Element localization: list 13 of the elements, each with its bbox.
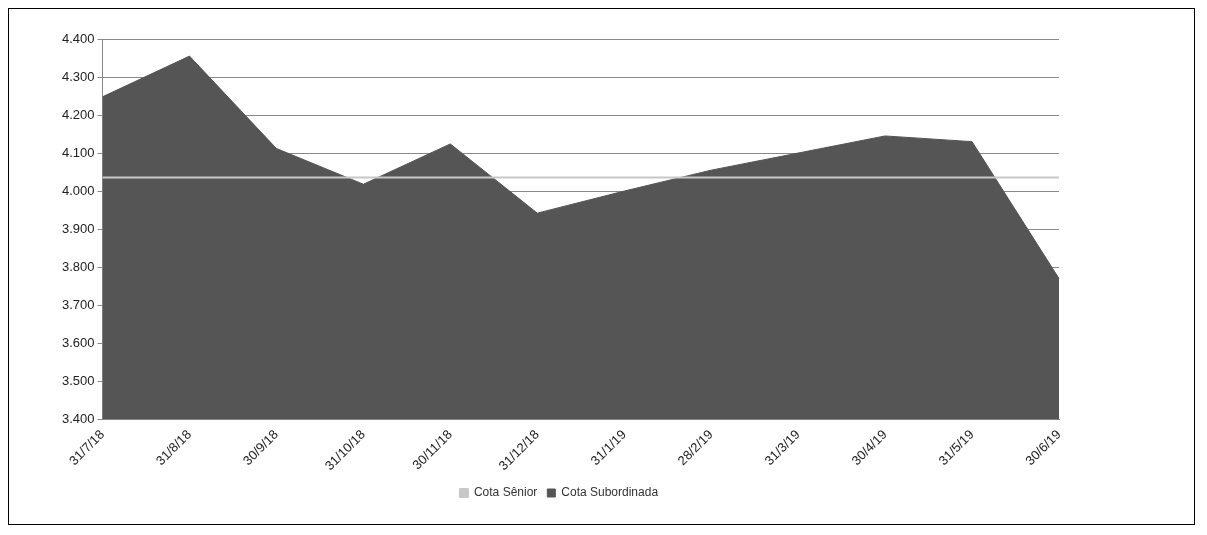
y-tick-label: 3.600 xyxy=(61,334,95,350)
legend-label: Cota Subordinada xyxy=(561,485,659,500)
y-tick-label: 4.200 xyxy=(61,106,95,122)
y-tick-label: 4.300 xyxy=(61,68,95,84)
legend-label: Cota Sênior xyxy=(473,485,538,500)
y-tick-label: 3.700 xyxy=(61,296,95,312)
y-tick-label: 3.500 xyxy=(61,372,95,388)
y-tick-label: 3.900 xyxy=(61,220,95,236)
y-tick-label: 3.400 xyxy=(61,410,95,426)
y-tick-label: 4.000 xyxy=(61,182,95,198)
y-tick-label: 4.100 xyxy=(61,144,95,160)
y-tick-label: 3.800 xyxy=(61,258,95,274)
y-tick-label: 4.400 xyxy=(61,30,95,46)
